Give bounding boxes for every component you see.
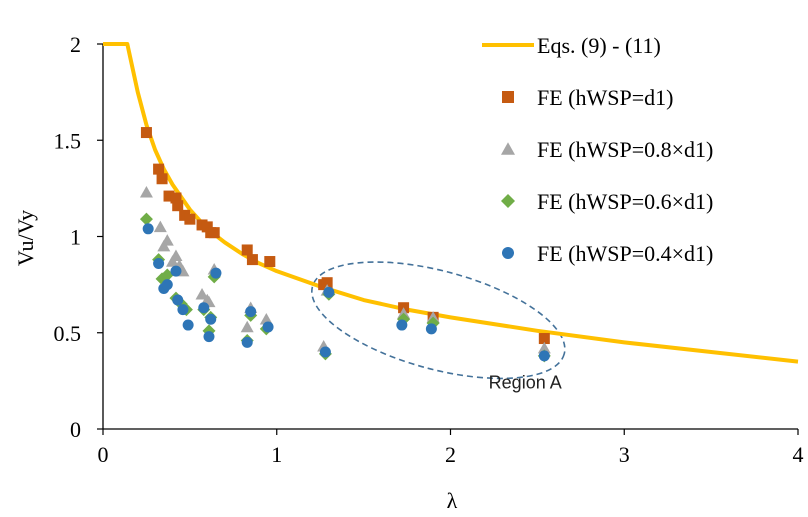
data-point: [153, 220, 167, 233]
data-point: [203, 331, 215, 343]
legend: Eqs. (9) - (11) FE (hWSP=d1) FE (hWSP=0.8×…: [482, 33, 713, 266]
data-point: [323, 286, 335, 298]
data-point: [538, 350, 550, 362]
legend-item: FE (hWSP=0.6×d1): [501, 189, 713, 214]
data-point: [140, 127, 152, 139]
legend-marker-swatch: [501, 142, 515, 155]
data-point: [139, 212, 153, 226]
points-layer: [139, 127, 551, 363]
data-point: [198, 302, 210, 314]
data-point: [319, 346, 331, 358]
data-point: [172, 200, 184, 212]
data-point: [210, 267, 222, 279]
legend-label: FE (hWSP=d1): [537, 85, 673, 110]
data-point: [169, 249, 183, 261]
legend-marker-swatch: [502, 247, 514, 259]
data-point: [166, 255, 179, 267]
legend-label: FE (hWSP=0.8×d1): [537, 137, 713, 162]
data-point: [205, 313, 217, 325]
series-circle-points: [142, 223, 550, 362]
legend-item: FE (hWSP=0.4×d1): [502, 241, 713, 266]
y-tick-label: 1: [70, 225, 81, 250]
data-point: [245, 306, 257, 318]
legend-item: FE (hWSP=0.8×d1): [501, 137, 713, 162]
data-point: [156, 173, 168, 185]
data-point: [396, 319, 408, 331]
data-point: [139, 186, 153, 198]
data-point: [177, 304, 189, 316]
legend-label: FE (hWSP=0.4×d1): [537, 241, 713, 266]
y-tick-label: 1.5: [54, 128, 82, 153]
legend-item: Eqs. (9) - (11): [482, 33, 661, 58]
data-point: [241, 336, 253, 348]
x-tick-label: 2: [445, 442, 456, 467]
data-point: [163, 190, 175, 202]
data-point: [264, 256, 276, 268]
data-point: [160, 234, 174, 246]
data-point: [259, 313, 273, 325]
x-tick-label: 0: [98, 442, 109, 467]
legend-marker-swatch: [501, 194, 515, 208]
y-tick-label: 0.5: [54, 321, 82, 346]
data-point: [182, 319, 194, 331]
data-point: [241, 244, 253, 256]
x-tick-label: 3: [619, 442, 630, 467]
data-point: [142, 223, 154, 235]
legend-label: FE (hWSP=0.6×d1): [537, 189, 713, 214]
x-axis-label: λ: [447, 488, 458, 513]
data-point: [537, 341, 551, 354]
series-diamond-points: [139, 212, 551, 363]
data-point: [172, 294, 184, 306]
legend-item: FE (hWSP=d1): [502, 85, 673, 110]
data-point: [184, 213, 196, 225]
x-tick-label: 1: [271, 442, 282, 467]
data-point: [321, 277, 333, 289]
series-triangle-points: [139, 186, 551, 354]
data-point: [157, 239, 171, 252]
region-a-label: Region A: [489, 373, 562, 393]
region-a-ellipse: [311, 261, 566, 380]
x-tick-label: 4: [793, 442, 804, 467]
y-axis-label: Vu/Vy: [13, 210, 38, 266]
axes: 0 1 2 3 4 0 0.5 1 1.5 2: [54, 32, 804, 467]
data-point: [262, 321, 274, 333]
data-point: [425, 323, 437, 335]
data-point: [161, 279, 173, 291]
data-point: [246, 254, 258, 266]
data-point: [170, 192, 182, 204]
y-tick-label: 0: [70, 417, 81, 442]
data-point: [208, 227, 220, 239]
data-point: [153, 163, 165, 175]
data-point: [170, 265, 182, 277]
region-annotation: Region A: [311, 261, 566, 393]
data-point: [201, 221, 213, 233]
legend-marker-swatch: [502, 91, 514, 103]
y-tick-label: 2: [70, 32, 81, 57]
data-point: [153, 257, 165, 269]
data-point: [240, 320, 254, 333]
data-point: [195, 288, 209, 300]
legend-label: Eqs. (9) - (11): [537, 33, 661, 58]
data-point: [538, 333, 550, 345]
